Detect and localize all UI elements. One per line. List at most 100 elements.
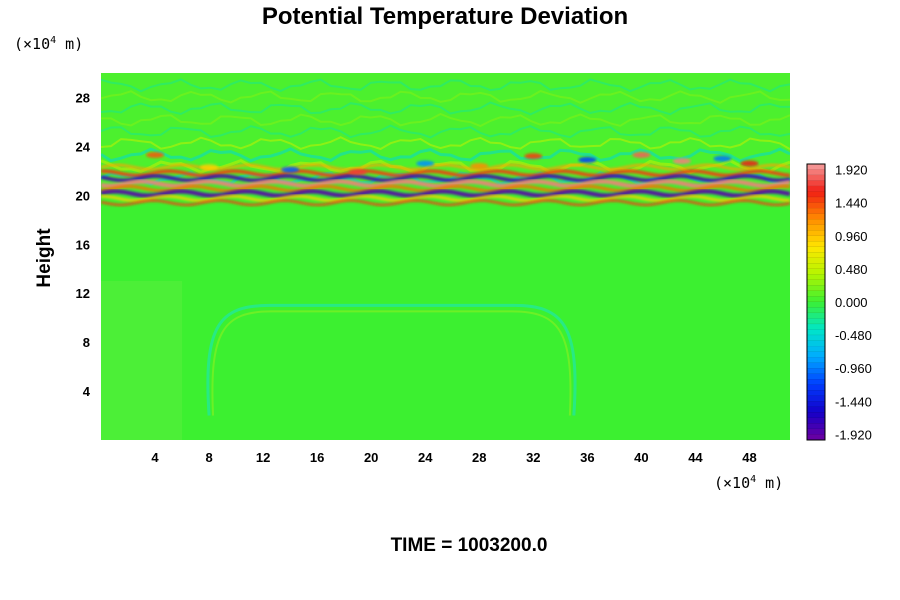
y-axis-label: Height [34, 228, 55, 288]
wave-line [101, 112, 790, 128]
wave-blob [281, 166, 300, 173]
colorbar-segment [807, 384, 825, 391]
y-tick-label: 8 [83, 335, 90, 350]
x-tick-label: 28 [472, 450, 486, 465]
colorbar-segment [807, 279, 825, 286]
x-tick-label: 8 [205, 450, 212, 465]
dome-arc-inner [211, 310, 572, 416]
colorbar-segment [807, 368, 825, 375]
x-tick-label: 32 [526, 450, 540, 465]
colorbar-segment [807, 406, 825, 413]
x-tick-label: 44 [688, 450, 703, 465]
y-tick-labels: 4 8 12 16 20 24 28 [76, 90, 91, 399]
colorbar-segment [807, 191, 825, 198]
colorbar-segment [807, 186, 825, 192]
wave-blob [200, 164, 219, 171]
colorbar-segment [807, 268, 825, 275]
wave-blob [713, 155, 732, 162]
colorbar-segment [807, 252, 825, 259]
colorbar-segment [807, 379, 825, 386]
wave-line [101, 147, 790, 163]
colorbar-segment [807, 208, 825, 215]
band-stripe [101, 163, 790, 171]
colorbar-segment [807, 417, 825, 424]
wave-line [101, 78, 790, 93]
colorbar-segment [807, 235, 825, 242]
wave-blob [470, 162, 489, 169]
wave-line [101, 124, 790, 139]
colorbar-segment [807, 169, 825, 176]
y-tick-label: 20 [76, 188, 90, 203]
colorbar-segment [807, 246, 825, 253]
x-tick-label: 40 [634, 450, 648, 465]
colorbar-segment [807, 346, 825, 353]
colorbar-segment [807, 307, 825, 314]
colorbar-segment [807, 340, 825, 347]
colorbar-segment [807, 224, 825, 231]
colorbar-segment [807, 373, 825, 380]
colorbar-tick-label: 0.000 [835, 295, 868, 310]
colorbar-segment [807, 164, 825, 170]
wave-blob [146, 151, 165, 158]
x-tick-label: 24 [418, 450, 433, 465]
colorbar-segment [807, 241, 825, 248]
x-tick-label: 12 [256, 450, 270, 465]
x-tick-label: 4 [151, 450, 159, 465]
colorbar-segment [807, 362, 825, 369]
wave-line [101, 136, 790, 151]
x-tick-label: 36 [580, 450, 594, 465]
colorbar-tick-label: 1.440 [835, 196, 868, 211]
colorbar-segment [807, 302, 825, 308]
left-shade [101, 280, 183, 440]
wave-blob [672, 158, 691, 165]
band-stripe [101, 169, 790, 178]
band-stripe [101, 199, 790, 207]
dome-arc [206, 303, 577, 416]
band-stripe [101, 194, 790, 203]
colorbar-segment [807, 263, 825, 270]
colorbar-tick-label: -1.920 [835, 427, 872, 442]
colorbar [806, 163, 826, 441]
colorbar-segment [807, 329, 825, 336]
wave-line [101, 89, 790, 104]
x-tick-labels: 4 8 12 16 20 24 28 32 36 40 44 48 [151, 450, 756, 465]
colorbar-tick-label: 1.920 [835, 163, 868, 178]
colorbar-segment [807, 395, 825, 402]
colorbar-tick-label: -0.960 [835, 361, 872, 376]
y-tick-label: 4 [83, 384, 91, 399]
colorbar-segment [807, 213, 825, 220]
colorbar-tick-label: 0.960 [835, 229, 868, 244]
band-stripe [101, 184, 790, 193]
colorbar-segment [807, 230, 825, 237]
wave-blob [416, 160, 435, 167]
wave-line [101, 101, 790, 116]
colorbar-segment [807, 423, 825, 430]
y-tick-label: 16 [76, 237, 90, 252]
colorbar-segment [807, 335, 825, 342]
colorbar-segment [807, 313, 825, 319]
field-layer [101, 73, 790, 440]
band-stripe [101, 179, 790, 189]
time-label: TIME = 1003200.0 [391, 535, 548, 556]
colorbar-segment [807, 318, 825, 325]
colorbar-segment [807, 324, 825, 330]
x-tick-label: 20 [364, 450, 378, 465]
wave-blob [632, 151, 651, 158]
wave-blob [524, 153, 543, 160]
colorbar-segment [807, 180, 825, 187]
colorbar-tick-label: 0.480 [835, 262, 868, 277]
colorbar-tick-label: -0.480 [835, 328, 872, 343]
colorbar-tick-labels: 1.920 1.440 0.960 0.480 0.000 -0.480 -0.960 -1.… [835, 163, 872, 443]
wave-blob [578, 156, 597, 163]
wave-blob [740, 160, 759, 167]
colorbar-segment [807, 412, 825, 419]
colorbar-frame [806, 163, 826, 441]
y-axis-unit: (×104 m) [14, 35, 83, 53]
x-tick-label: 16 [310, 450, 324, 465]
colorbar-segment [807, 357, 825, 364]
chart-title: Potential Temperature Deviation [262, 3, 628, 30]
y-tick-label: 24 [76, 139, 91, 154]
colorbar-segment [807, 401, 825, 408]
colorbar-segment [807, 296, 825, 303]
